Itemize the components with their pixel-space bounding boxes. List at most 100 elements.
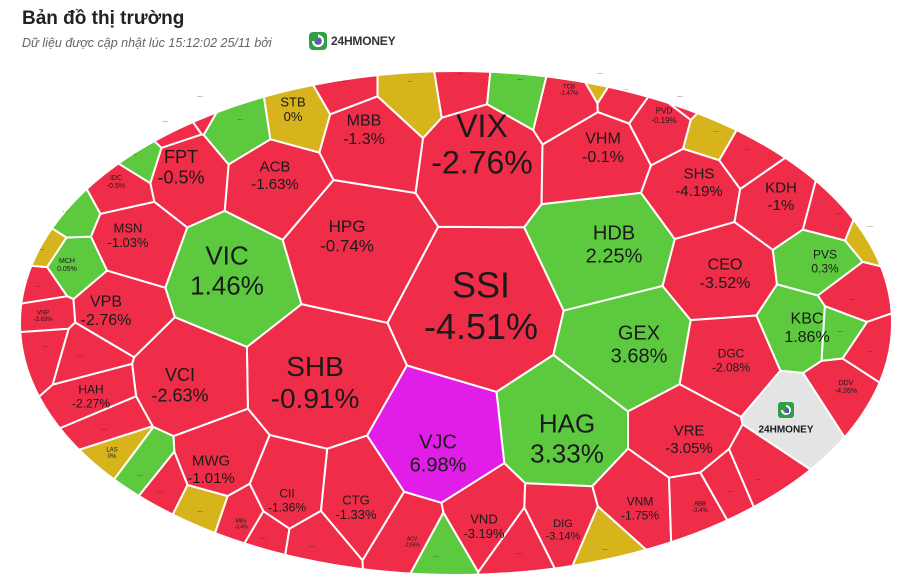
ticker-ctg: CTG xyxy=(342,492,369,507)
cell-las[interactable] xyxy=(0,425,155,579)
change-vci: -2.63% xyxy=(151,386,208,406)
cell-more[interactable] xyxy=(0,0,163,185)
brand-logo[interactable]: 24HMONEY xyxy=(308,31,396,51)
change-hdb: 2.25% xyxy=(586,245,643,267)
change-las: 0% xyxy=(108,454,117,460)
cell-more[interactable] xyxy=(4,0,204,149)
change-stb: 0% xyxy=(284,109,303,124)
more-label: ... xyxy=(602,545,608,552)
ticker-gex: GEX xyxy=(618,322,660,344)
brand-logo-icon xyxy=(309,32,327,50)
cell-more[interactable] xyxy=(486,0,558,132)
change-ddv: -4.26% xyxy=(835,388,857,395)
more-label: ... xyxy=(407,77,413,84)
change-kdh: -1% xyxy=(768,197,795,214)
ticker-hah: HAH xyxy=(78,383,103,397)
more-label: ... xyxy=(755,475,761,482)
more-label: ... xyxy=(849,295,855,302)
ticker-kdh: KDH xyxy=(765,180,797,197)
ticker-shb: SHB xyxy=(286,351,344,382)
more-label: ... xyxy=(157,487,163,494)
brand-logo-text: 24HMONEY xyxy=(331,34,396,48)
ticker-dgc: DGC xyxy=(718,347,745,361)
ticker-vhm: VHM xyxy=(585,130,621,147)
ticker-hpg: HPG xyxy=(329,217,366,236)
ticker-pvs: PVS xyxy=(813,248,837,262)
more-label: ... xyxy=(35,282,41,289)
more-label: ... xyxy=(342,77,348,84)
ticker-vpb: VPB xyxy=(90,293,122,310)
more-label: ... xyxy=(713,127,719,134)
change-idc: -0.5% xyxy=(107,183,125,190)
more-label: ... xyxy=(744,145,750,152)
ticker-ceo: CEO xyxy=(708,256,743,273)
ticker-ddv: DDV xyxy=(839,380,854,387)
change-pvs: 0.3% xyxy=(811,261,839,275)
brand-cell-icon xyxy=(778,402,794,418)
cell-more[interactable] xyxy=(718,0,907,191)
change-hpg: -0.74% xyxy=(320,237,374,256)
change-shb: -0.91% xyxy=(271,383,360,414)
change-vjc: 6.98% xyxy=(410,454,467,476)
more-label: ... xyxy=(677,92,683,99)
change-ceo: -3.52% xyxy=(700,275,751,292)
more-label: ... xyxy=(42,342,48,349)
change-vic: 1.46% xyxy=(190,270,264,300)
change-vpb: -2.76% xyxy=(81,312,132,329)
ticker-vjc: VJC xyxy=(419,431,457,453)
ticker-idc: IDC xyxy=(110,175,122,182)
change-dig: -3.14% xyxy=(546,531,581,543)
more-label: ... xyxy=(867,222,873,229)
change-mbs: -3.4% xyxy=(234,524,248,530)
more-label: ... xyxy=(162,117,168,124)
ticker-vic: VIC xyxy=(205,241,248,271)
change-abb: -3.4% xyxy=(692,508,708,514)
cell-more[interactable] xyxy=(477,505,562,579)
more-label: ... xyxy=(597,69,603,76)
more-label: ... xyxy=(727,487,733,494)
change-ssi: -4.51% xyxy=(424,306,538,347)
change-mbb: -1.3% xyxy=(343,131,385,148)
change-mwg: -1.01% xyxy=(187,470,235,487)
ticker-msn: MSN xyxy=(114,220,143,235)
more-label: ... xyxy=(835,209,841,216)
ticker-mbb: MBB xyxy=(347,112,382,129)
change-hah: -2.27% xyxy=(72,396,110,410)
ticker-vix: VIX xyxy=(456,108,508,144)
more-label: ... xyxy=(260,534,266,541)
ticker-vnm: VNM xyxy=(627,495,654,509)
cell-more[interactable] xyxy=(0,61,102,239)
change-pvd: -0.19% xyxy=(651,116,676,125)
cell-more[interactable] xyxy=(801,17,907,242)
more-label: ... xyxy=(309,542,315,549)
ticker-vnd: VND xyxy=(470,511,497,526)
cell-more[interactable] xyxy=(843,87,907,275)
more-label: ... xyxy=(837,327,843,334)
change-vnm: -1.75% xyxy=(621,508,659,522)
ticker-tcb: TCB xyxy=(563,84,575,90)
more-label: ... xyxy=(516,549,522,556)
more-label: ... xyxy=(622,85,628,92)
ticker-kbc: KBC xyxy=(791,310,824,327)
ticker-hdb: HDB xyxy=(593,222,635,244)
cell-more[interactable] xyxy=(651,0,810,122)
page-title: Bản đồ thị trường xyxy=(22,8,185,29)
change-fpt: -0.5% xyxy=(157,168,204,188)
ticker-cii: CII xyxy=(279,487,294,501)
more-label: ... xyxy=(433,552,439,559)
change-hag: 3.33% xyxy=(530,438,604,468)
more-label: ... xyxy=(517,75,523,82)
change-vix: -2.76% xyxy=(431,145,532,181)
ticker-pvd: PVD xyxy=(656,107,673,116)
ticker-abb: ABB xyxy=(694,501,706,507)
ticker-mwg: MWG xyxy=(192,453,230,470)
change-dgc: -2.08% xyxy=(712,360,750,374)
ticker-las: LAS xyxy=(106,447,117,453)
cell-more[interactable] xyxy=(553,0,666,106)
ticker-mch: MCH xyxy=(59,258,75,265)
more-label: ... xyxy=(77,352,83,359)
change-tcb: -1.47% xyxy=(559,91,579,97)
more-label: ... xyxy=(137,471,143,478)
brand-cell[interactable]: 24HMONEY xyxy=(758,402,814,436)
